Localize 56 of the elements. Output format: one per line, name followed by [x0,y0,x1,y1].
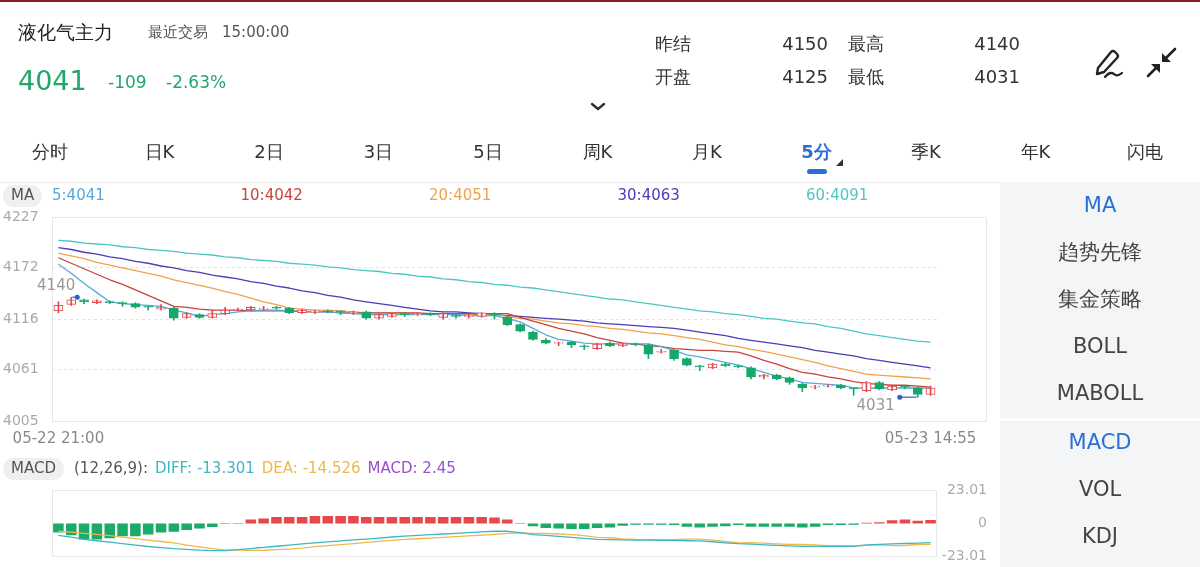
text: 月K [692,140,722,163]
text: 20:4051 [429,186,492,205]
text: -2.63% [166,72,227,93]
text: 年K [1020,140,1051,163]
text: MACD [1068,429,1132,455]
text: 4140 [974,32,1020,55]
y-tick-label: 4116 [3,309,39,326]
text: 开盘 [655,65,691,88]
text: 3日 [363,140,394,163]
text: DIFF: -13.301 [155,459,255,478]
text: 周K [582,140,613,163]
y-tick-label: 4227 [3,208,39,225]
text: 30:4063 [617,186,680,205]
y-tick-label: 4172 [3,258,39,275]
text: 最近交易 [148,23,208,42]
text: 集金策略 [1058,286,1142,312]
text: 5分 [801,140,832,163]
x-tick-label: 05-23 14:55 [884,428,977,447]
text: VOL [1078,476,1122,502]
text: 日K [144,140,175,163]
text: 最高 [848,32,884,55]
text: BOLL [1073,333,1127,359]
text: DEA: -14.526 [261,459,361,478]
text: 5:4041 [52,186,105,205]
text: MA [1083,192,1117,218]
text: 季K [911,140,941,163]
text: 4150 [782,32,828,55]
text: MABOLL [1056,380,1144,406]
y-tick-label: 4005 [3,411,39,428]
text: 4125 [782,65,828,88]
text: 2日 [254,140,284,163]
text: 15:00:00 [222,23,290,42]
x-tick-label: 05-22 21:00 [12,428,105,447]
legend-title: MA [11,186,35,205]
text: 闪电 [1127,140,1163,163]
y-tick-label: 4061 [3,360,39,377]
text: -109 [108,72,147,93]
text: 4031 [974,65,1020,88]
y-tick-label: 0 [978,514,987,531]
text: KDJ [1081,523,1119,549]
text: 10:4042 [240,186,303,205]
text: 4041 [18,65,87,97]
annotation: 4140 [37,275,76,294]
y-tick-label: 23.01 [946,481,987,498]
text: 昨结 [655,32,691,55]
text: 液化气主力 [18,21,113,44]
y-tick-label: -23.01 [941,547,987,564]
text: 分时 [32,140,68,163]
text: (12,26,9): [74,459,149,478]
text: 60:4091 [806,186,869,205]
legend-title: MACD [11,459,56,478]
text: MACD: 2.45 [367,459,456,478]
text: 趋势先锋 [1058,239,1142,265]
annotation: 4031 [856,396,895,415]
text: 最低 [848,65,884,88]
text: 5日 [473,140,503,163]
